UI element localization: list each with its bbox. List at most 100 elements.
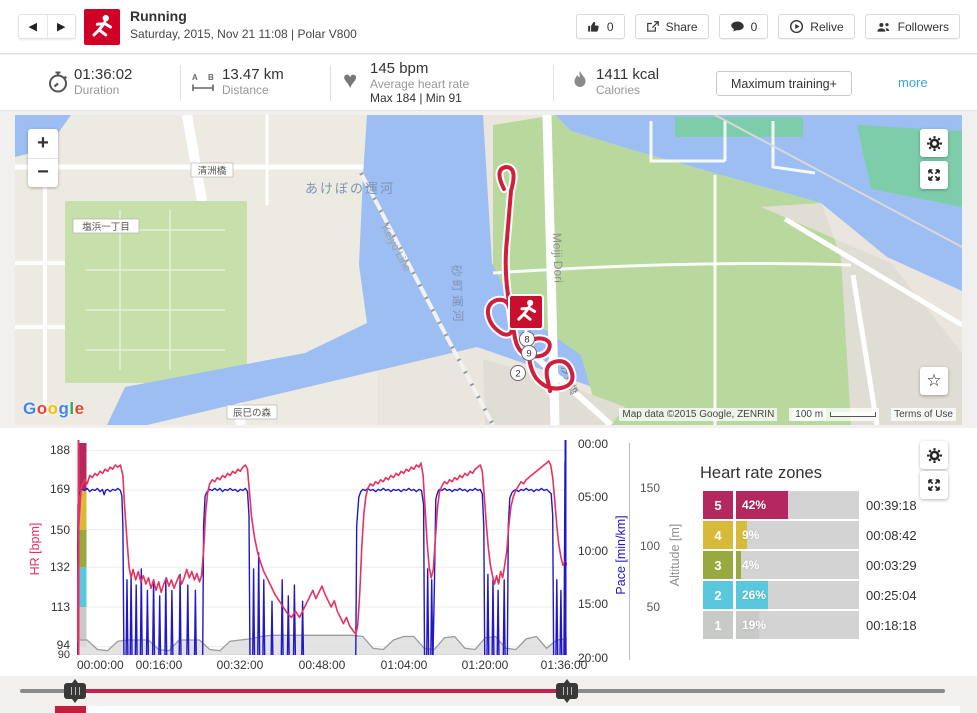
prev-session-button[interactable]: ◀: [19, 15, 48, 38]
hr-tick: 188: [49, 443, 70, 457]
more-link[interactable]: more: [898, 75, 928, 90]
street-label: Meiji Dori: [550, 233, 566, 283]
duration-value: 01:36:02: [74, 66, 133, 83]
zone-bar: 19%: [736, 611, 859, 639]
zone-bar: 42%: [736, 491, 859, 519]
page-title: Running: [130, 8, 187, 24]
route-map[interactable]: あけぼの運河 砂町運河 Meiji Dori Keiyo Line 汐見橋 塩浜…: [15, 115, 962, 425]
hr-tick: 150: [49, 523, 70, 537]
hr-tick: 94: [56, 638, 70, 652]
share-label: Share: [665, 19, 698, 34]
zone-bar-fill: [736, 521, 748, 549]
zone-bar-fill: [736, 491, 788, 519]
zone-number: 3: [703, 551, 733, 579]
x-tick: 00:32:00: [216, 658, 264, 672]
gear-icon: [926, 447, 943, 464]
distance-label: Distance: [222, 83, 269, 97]
map-favorite-button[interactable]: ☆: [920, 367, 948, 395]
zones-settings-button[interactable]: [920, 441, 948, 469]
like-button[interactable]: 0: [575, 14, 625, 39]
gear-icon: [926, 135, 943, 152]
heart-rate-stat: 145 bpm Average heart rate Max 184 | Min…: [370, 61, 469, 106]
map-canvas: あけぼの運河 砂町運河 Meiji Dori Keiyo Line 汐見橋 塩浜…: [15, 115, 962, 425]
roads: [492, 115, 962, 425]
km-markers: 8 9 2: [510, 331, 537, 381]
duration-stat: 01:36:02 Duration: [74, 66, 133, 98]
slider-handle-right[interactable]: [556, 679, 578, 703]
svg-text:塩浜一丁目: 塩浜一丁目: [82, 221, 130, 233]
terms-link[interactable]: Terms of Use: [891, 408, 956, 421]
calories-value: 1411 kcal: [596, 66, 660, 83]
avg-hr-value: 145 bpm: [370, 60, 429, 77]
next-session-button[interactable]: ▶: [57, 21, 66, 33]
comment-count: 0: [750, 19, 758, 34]
pace-tick: 10:00: [578, 544, 609, 558]
zones-fullscreen-button[interactable]: [920, 471, 948, 499]
training-curves-chart[interactable]: [77, 440, 567, 655]
map-zoom-control: + −: [28, 129, 58, 187]
expand-icon: [926, 167, 942, 183]
zoom-out-button[interactable]: −: [37, 161, 49, 184]
svg-text:清洲橋: 清洲橋: [198, 165, 227, 177]
zone-bar-fill: [736, 581, 768, 609]
summary-divider: [180, 65, 181, 101]
followers-button[interactable]: Followers: [864, 14, 960, 39]
session-nav: ◀ ▶: [18, 14, 76, 39]
stopwatch-icon: [46, 70, 70, 94]
water-label: あけぼの運河: [305, 181, 395, 196]
hr-tick: 169: [49, 482, 70, 496]
play-icon: [789, 19, 804, 34]
summary-divider: [330, 65, 331, 101]
zone-percent: 9%: [742, 528, 760, 542]
zone-bar: 26%: [736, 581, 859, 609]
axis-divider: [629, 443, 630, 660]
svg-text:辰巳の森: 辰巳の森: [233, 407, 272, 419]
slider-handle-left[interactable]: [64, 679, 86, 703]
distance-value: 13.47 km: [222, 66, 284, 83]
next-section-edge: [88, 706, 960, 713]
zone-time: 00:08:42: [866, 527, 917, 543]
zone-bar: 4%: [736, 551, 859, 579]
x-tick: 00:16:00: [135, 658, 183, 672]
zone-time: 00:18:18: [866, 617, 917, 633]
comment-icon: [730, 19, 745, 34]
pace-tick: 20:00: [578, 651, 609, 665]
map-attribution: Map data ©2015 Google, ZENRIN 100 m Term…: [619, 408, 956, 421]
distance-ab-icon: [190, 72, 216, 92]
summary-divider: [553, 65, 554, 101]
zone-number: 1: [703, 611, 733, 639]
comments-button[interactable]: 0: [718, 14, 769, 39]
google-logo[interactable]: Google: [23, 399, 85, 418]
relive-button[interactable]: Relive: [778, 14, 855, 39]
zone-time: 00:03:29: [866, 557, 917, 573]
session-title-block: Running Saturday, 2015, Nov 21 11:08 | P…: [130, 9, 357, 40]
x-tick: 01:20:00: [461, 658, 509, 672]
svg-text:8: 8: [524, 335, 529, 346]
pace-tick: 15:00: [578, 597, 609, 611]
share-icon: [646, 20, 660, 34]
zoom-in-button[interactable]: +: [28, 129, 58, 159]
zone-percent: 42%: [742, 498, 767, 512]
map-scale: 100 m: [789, 408, 880, 421]
route-position-marker[interactable]: [508, 294, 544, 335]
zone-bar-fill: [736, 611, 760, 639]
map-settings-button[interactable]: [920, 129, 948, 157]
training-benefit-button[interactable]: Maximum training+: [716, 71, 852, 96]
hr-min-tick: 90: [57, 649, 70, 661]
zone-percent: 26%: [742, 588, 767, 602]
park-block-left: [65, 201, 247, 383]
altitude-tick: 100: [639, 539, 660, 553]
map-fullscreen-button[interactable]: [920, 161, 948, 189]
x-tick: 01:36:00: [540, 658, 588, 672]
heart-icon: ♥: [343, 67, 358, 94]
header-bar: ◀ ▶ Running Saturday, 2015, Nov 21 11:08…: [0, 0, 977, 54]
pace-tick: 05:00: [578, 490, 609, 504]
relive-label: Relive: [810, 19, 844, 34]
x-tick: 01:04:00: [380, 658, 428, 672]
altitude-tick: 50: [646, 600, 660, 614]
hr-tick: 132: [49, 560, 70, 574]
share-button[interactable]: Share: [634, 14, 709, 39]
avg-hr-label: Average heart rate: [370, 77, 470, 91]
session-subtitle: Saturday, 2015, Nov 21 11:08 | Polar V80…: [130, 27, 357, 41]
